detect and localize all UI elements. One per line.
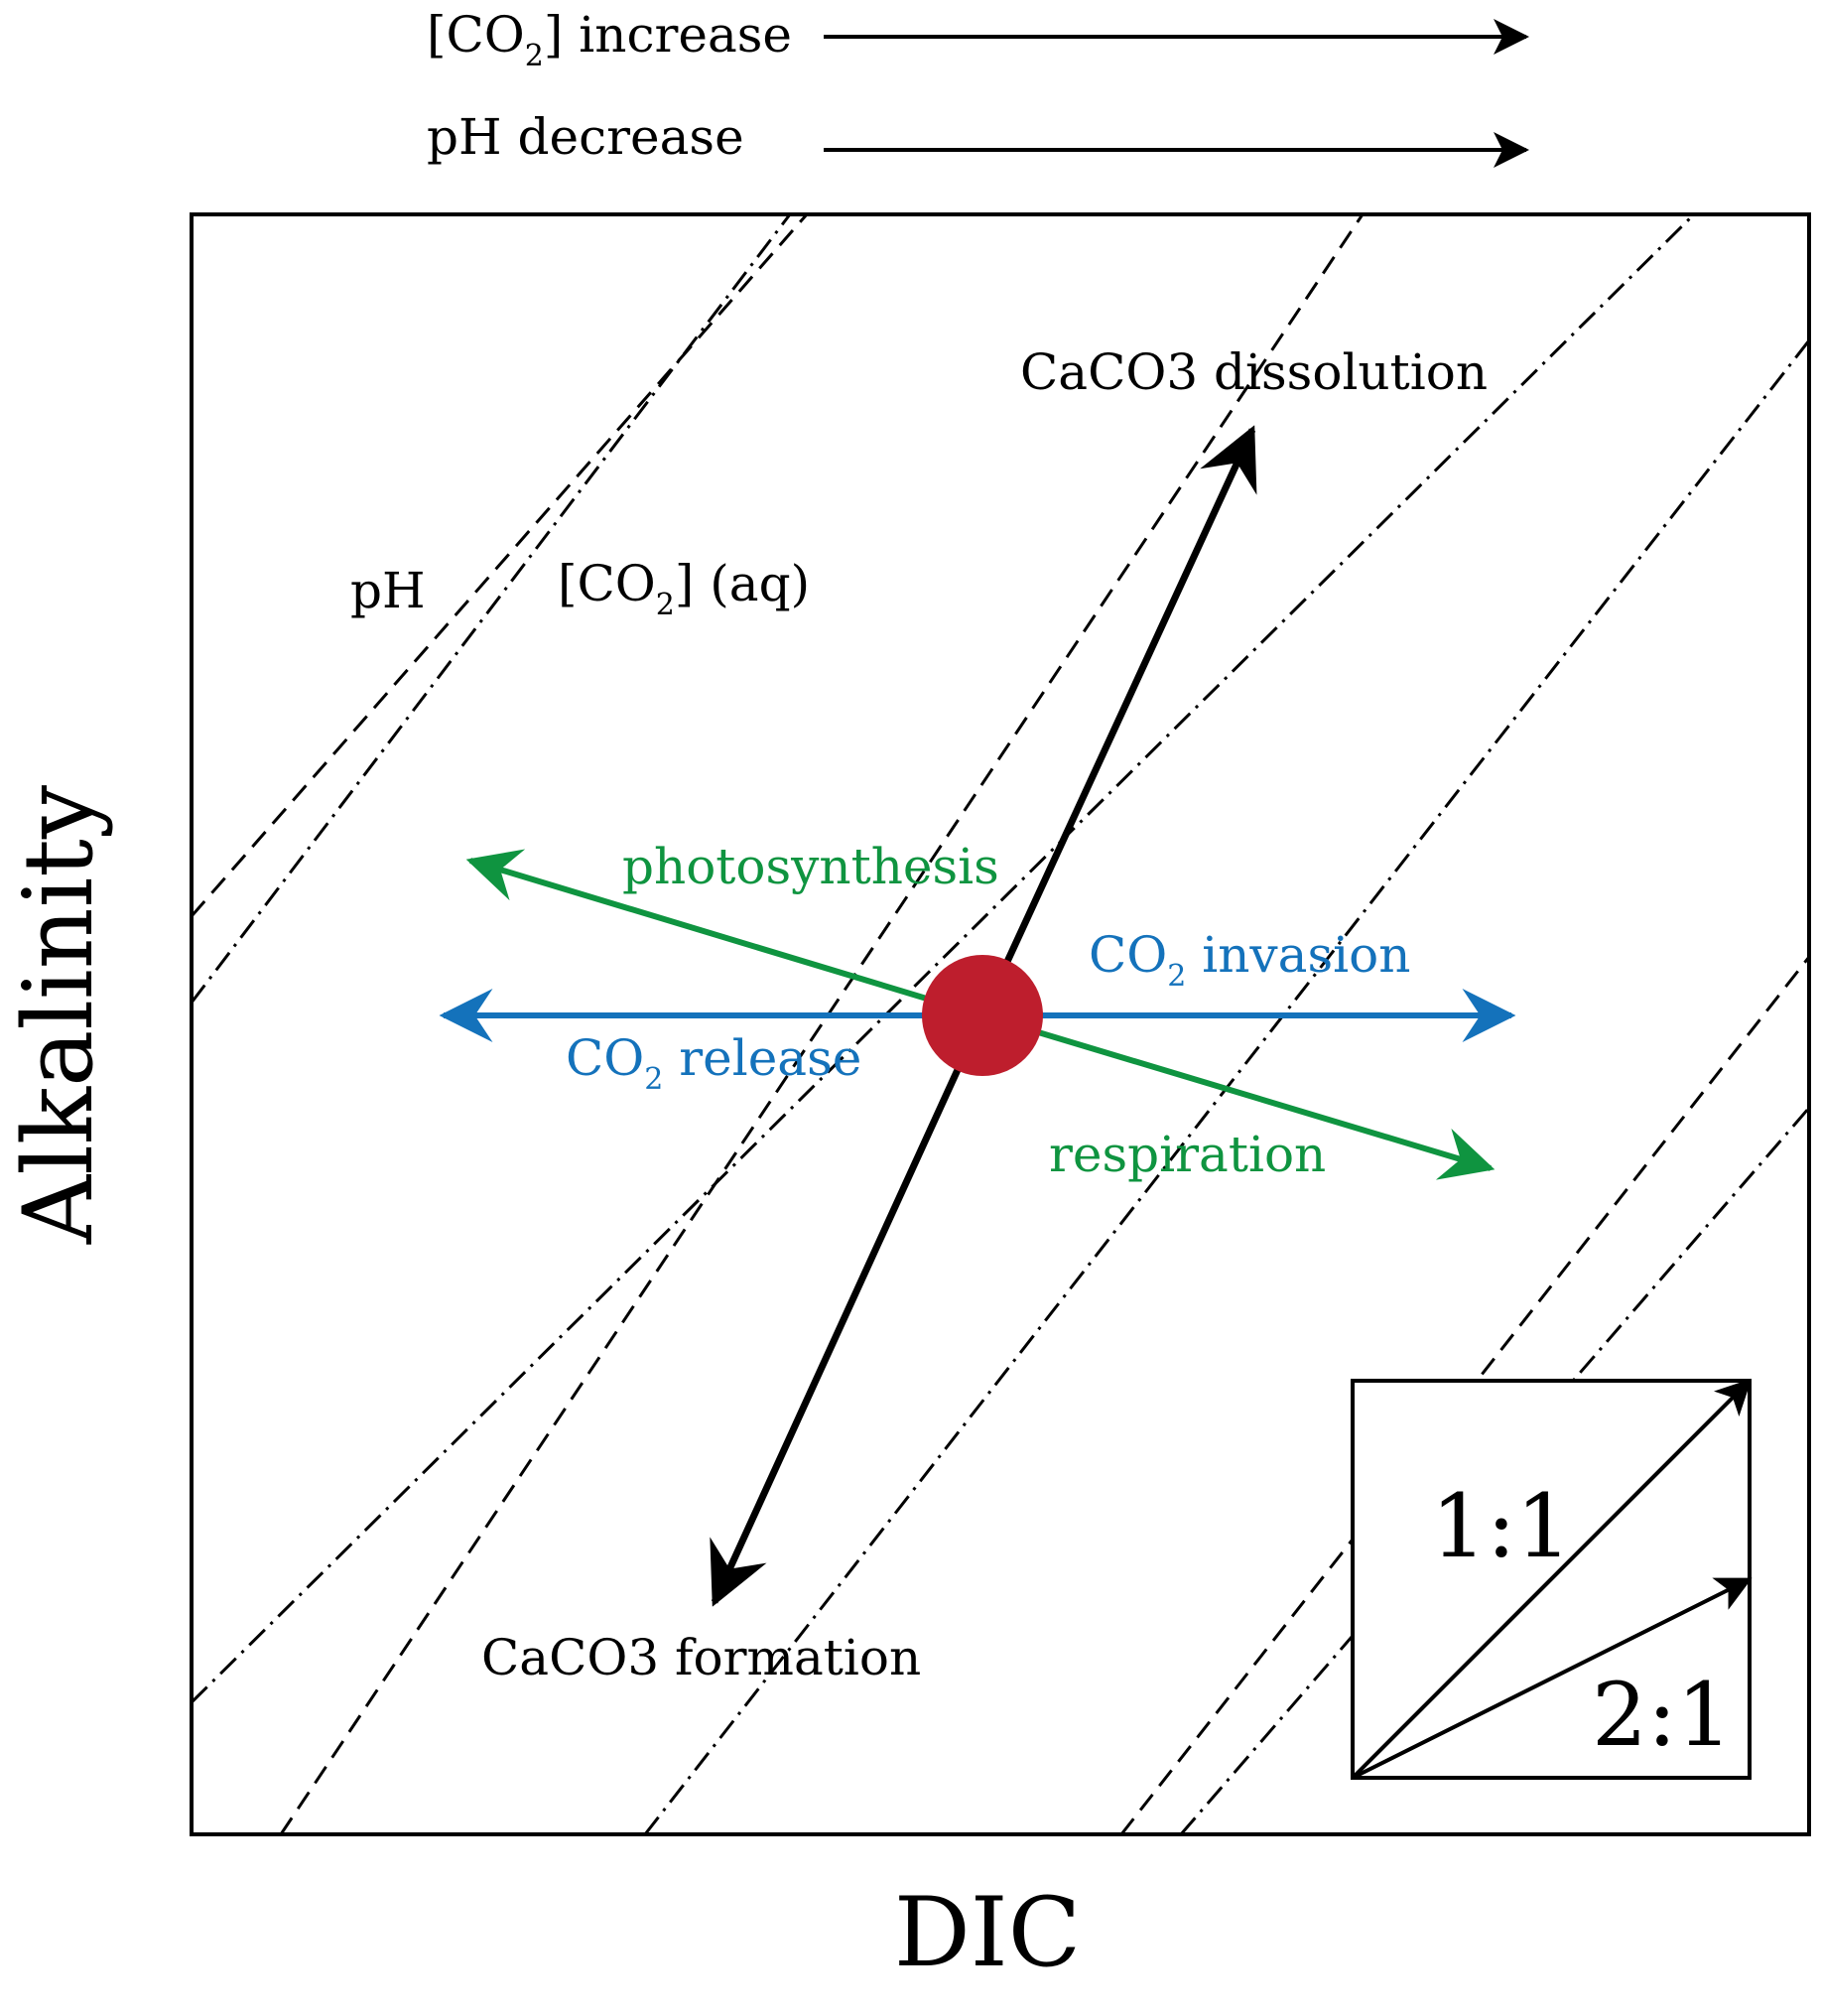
respiration-label: respiration bbox=[1049, 1126, 1326, 1183]
y-axis-label: Alkalinity bbox=[3, 785, 114, 1245]
caco3-formation-arrow bbox=[710, 1013, 986, 1607]
initial-state-point bbox=[922, 955, 1043, 1076]
ratio-2-1-arrow bbox=[1352, 1577, 1753, 1780]
co2-release-label: CO2 release bbox=[566, 1029, 861, 1097]
x-axis-label: DIC bbox=[894, 1877, 1081, 1988]
respiration-arrow bbox=[981, 1012, 1496, 1180]
ph-decrease-label: pH decrease bbox=[427, 108, 744, 166]
caco3-formation-label: CaCO3 formation bbox=[481, 1629, 921, 1686]
co2-aq-isoline-label: [CO2] (aq) bbox=[558, 555, 810, 622]
caco3-dissolution-label: CaCO3 dissolution bbox=[1020, 343, 1488, 401]
co2-invasion-label: CO2 invasion bbox=[1089, 926, 1410, 994]
ratio-1-1-arrow bbox=[1351, 1378, 1753, 1780]
photosynthesis-arrow bbox=[465, 849, 983, 1018]
photosynthesis-label: photosynthesis bbox=[622, 838, 999, 895]
ratio-2-1-label: 2:1 bbox=[1592, 1664, 1733, 1766]
ph-isoline-2 bbox=[279, 214, 1365, 1834]
co2-isoline-2 bbox=[192, 214, 1696, 1704]
ph-isoline-1 bbox=[192, 214, 809, 917]
co2-increase-label: [CO2] increase bbox=[427, 6, 792, 73]
caco3-dissolution-arrow bbox=[978, 425, 1257, 1017]
co2-isoline-1 bbox=[192, 214, 792, 1004]
ratio-legend: 1:1 2:1 bbox=[1351, 1378, 1753, 1780]
ph-isoline-label: pH bbox=[350, 562, 426, 619]
plot-frame bbox=[190, 212, 1811, 1836]
ratio-1-1-label: 1:1 bbox=[1431, 1475, 1572, 1577]
